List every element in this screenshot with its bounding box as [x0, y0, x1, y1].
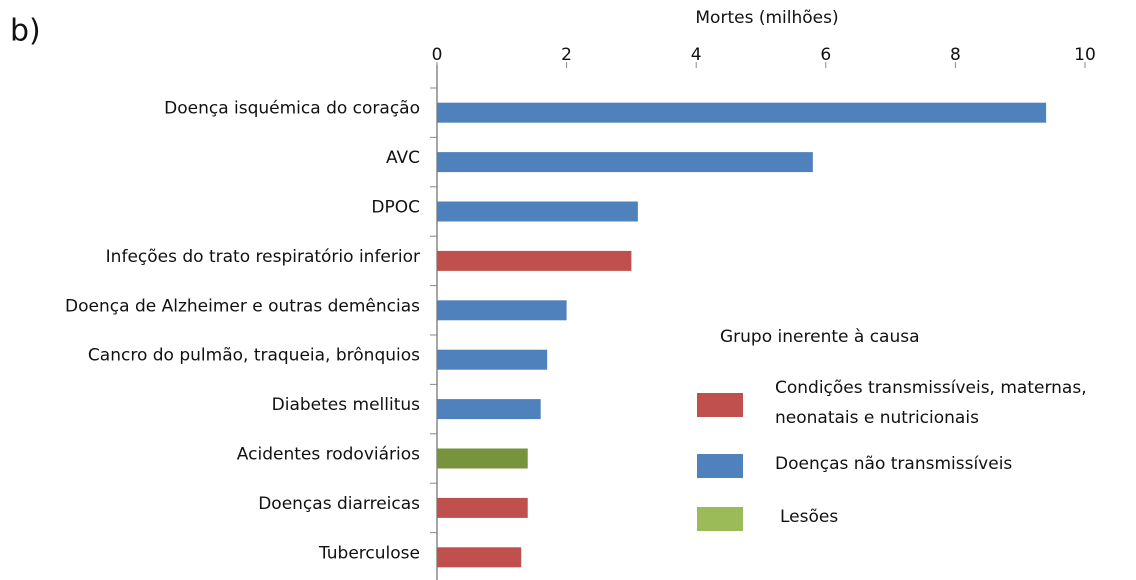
x-tick-label: 6 — [820, 45, 831, 65]
y-tick-label: Infeções do trato respiratório inferior — [106, 247, 420, 267]
bar — [437, 497, 528, 518]
y-tick-label: Acidentes rodoviários — [237, 445, 420, 465]
x-tick-label: 4 — [691, 45, 702, 65]
y-tick-label: AVC — [386, 148, 420, 168]
legend-label: Doenças não transmissíveis — [775, 454, 1012, 474]
legend-title: Grupo inerente à causa — [720, 327, 920, 347]
panel-label: b) — [10, 14, 41, 49]
bar — [437, 250, 632, 271]
y-tick-label: Doença de Alzheimer e outras demências — [65, 296, 420, 316]
bar — [437, 399, 541, 420]
y-tick-label: Diabetes mellitus — [272, 395, 420, 415]
y-tick-label: Doenças diarreicas — [258, 494, 420, 514]
legend-swatch — [697, 507, 743, 531]
bar — [437, 102, 1047, 123]
y-tick-label: Tuberculose — [318, 543, 420, 563]
x-tick-label: 8 — [950, 45, 961, 65]
axis-title: Mortes (milhões) — [695, 8, 838, 28]
legend-swatch — [697, 454, 743, 478]
y-tick-label: Doença isquémica do coração — [164, 99, 420, 119]
bar — [437, 300, 567, 321]
y-tick-label: DPOC — [371, 198, 420, 218]
x-tick-label: 0 — [432, 45, 443, 65]
legend-swatch — [697, 393, 743, 417]
bar — [437, 448, 528, 469]
bar — [437, 201, 638, 222]
x-tick-label: 2 — [561, 45, 572, 65]
legend-label: Condições transmissíveis, maternas, — [775, 378, 1087, 398]
bar — [437, 152, 813, 173]
bar — [437, 349, 548, 370]
legend-label: neonatais e nutricionais — [775, 408, 979, 428]
legend-label: Lesões — [780, 507, 838, 527]
bar — [437, 547, 522, 568]
y-tick-label: Cancro do pulmão, traqueia, brônquios — [88, 346, 420, 366]
x-tick-label: 10 — [1074, 45, 1096, 65]
